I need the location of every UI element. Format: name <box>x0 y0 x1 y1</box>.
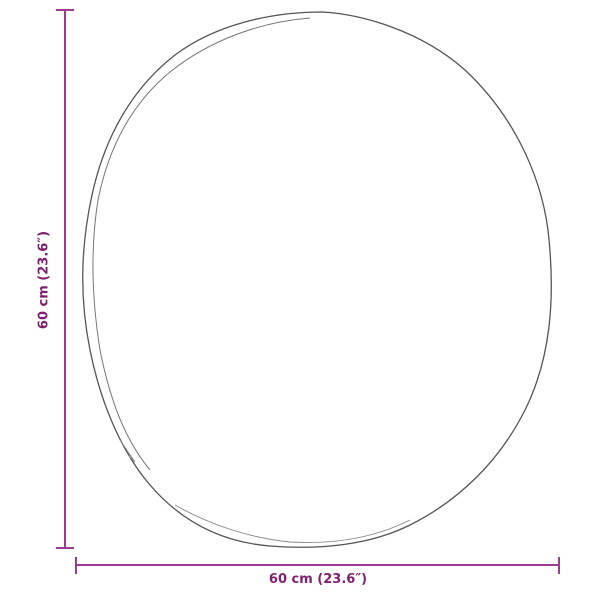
mirror-edge-bottom <box>119 439 411 543</box>
horizontal-dimension-line <box>75 557 560 574</box>
mirror-outline <box>82 11 552 548</box>
mirror-edge-inner <box>92 17 311 471</box>
vertical-dimension-line <box>56 9 74 549</box>
width-label: 60 cm (23.6″) <box>268 572 368 587</box>
height-label: 60 cm (23.6″) <box>36 230 52 330</box>
